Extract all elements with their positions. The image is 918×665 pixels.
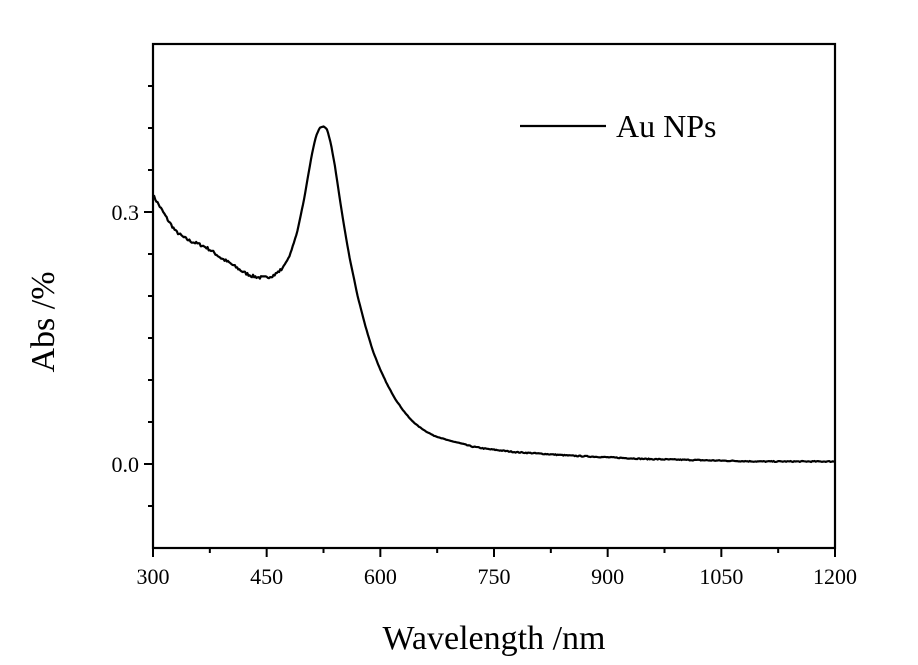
x-tick-label: 900 — [591, 564, 624, 589]
plot-frame — [151, 42, 837, 550]
x-axis-label: Wavelength /nm — [383, 620, 606, 657]
x-tick-label: 600 — [364, 564, 397, 589]
y-axis-ticks: 0.0 0.3 — [112, 85, 153, 507]
series-line-au-nps — [152, 125, 836, 464]
legend-label: Au NPs — [616, 108, 716, 144]
x-tick-label: 300 — [137, 564, 170, 589]
x-axis-ticks: 300 450 600 750 900 1050 1200 — [137, 548, 857, 589]
x-tick-label: 1200 — [813, 564, 857, 589]
x-tick-label: 450 — [250, 564, 283, 589]
y-tick-label: 0.3 — [112, 200, 140, 225]
legend: Au NPs — [520, 108, 716, 144]
x-tick-label: 750 — [478, 564, 511, 589]
x-tick-label: 1050 — [699, 564, 743, 589]
y-tick-label: 0.0 — [112, 452, 140, 477]
y-axis-label: Abs /% — [25, 271, 62, 372]
